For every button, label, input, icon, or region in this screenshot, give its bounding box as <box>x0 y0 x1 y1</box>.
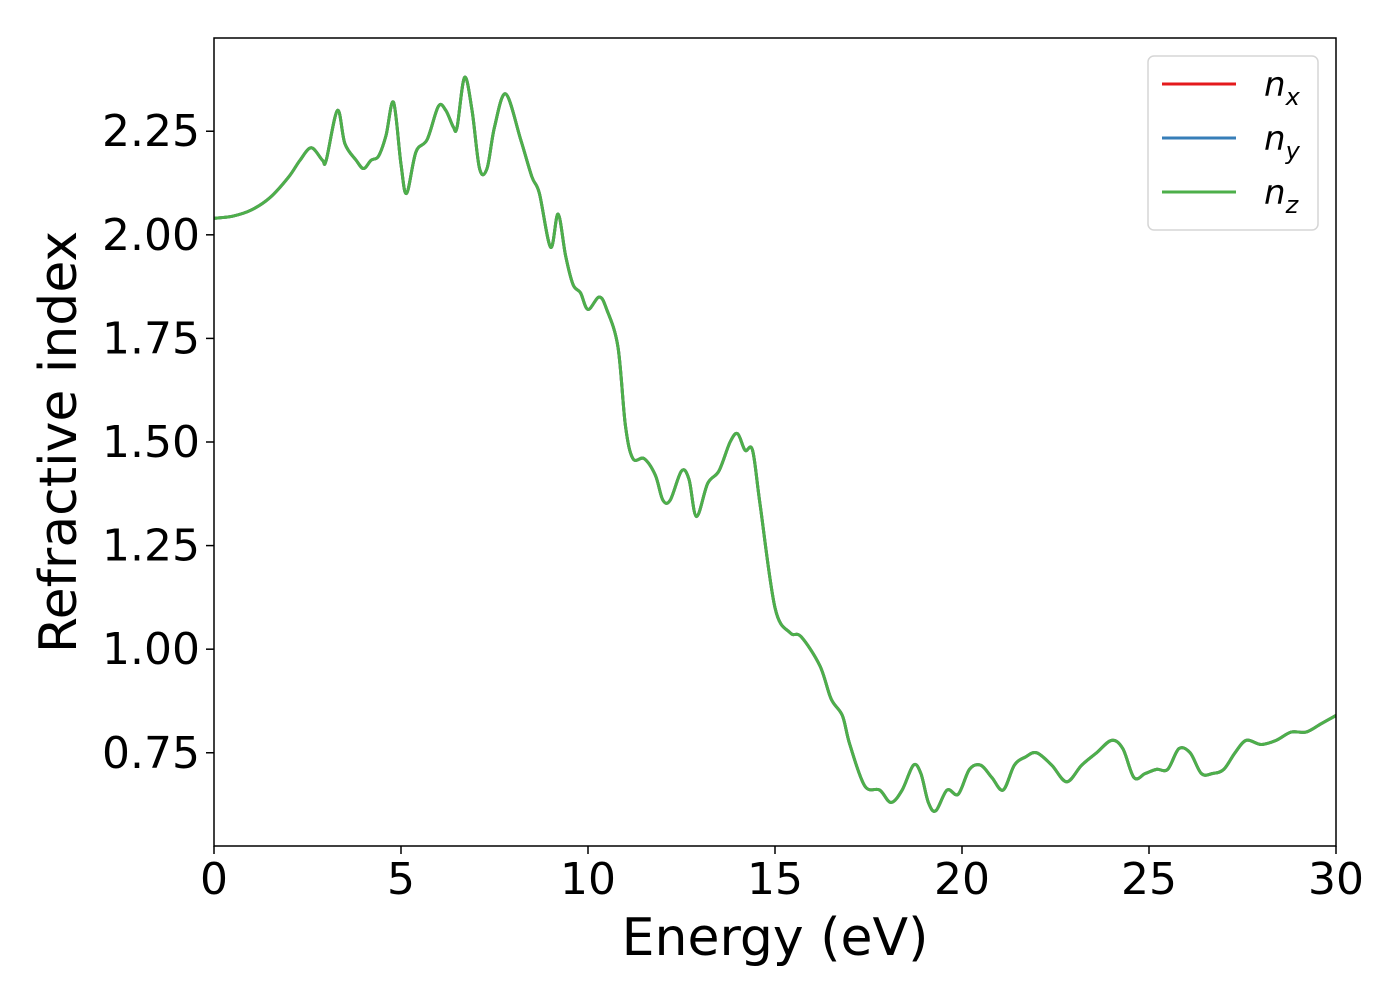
legend-label-nx: nx <box>1264 65 1301 111</box>
x-tick-label: 25 <box>1121 854 1177 905</box>
series-line-n-z <box>214 75 1336 813</box>
x-tick-label: 0 <box>200 854 228 905</box>
x-tick-label: 15 <box>747 854 803 905</box>
y-axis-ticks: 0.75 1.00 1.25 1.50 1.75 2.00 2.25 <box>102 106 214 779</box>
y-tick-label: 2.25 <box>102 106 200 157</box>
y-tick-label: 1.75 <box>102 313 200 364</box>
y-tick-label: 1.50 <box>102 417 200 468</box>
x-tick-label: 5 <box>387 854 415 905</box>
x-tick-label: 10 <box>560 854 616 905</box>
y-tick-label: 1.00 <box>102 624 200 675</box>
x-axis-ticks: 0 5 10 15 20 25 30 <box>200 846 1364 905</box>
y-tick-label: 2.00 <box>102 210 200 261</box>
legend-label-ny: ny <box>1264 119 1301 165</box>
series-layer <box>214 75 1336 813</box>
legend: nx ny nz <box>1147 55 1319 231</box>
x-tick-label: 20 <box>934 854 990 905</box>
y-axis-label: Refractive index <box>29 231 89 653</box>
legend-box <box>1147 55 1319 231</box>
legend-label-nz: nz <box>1264 173 1300 219</box>
x-axis-label: Energy (eV) <box>622 908 929 968</box>
y-tick-label: 1.25 <box>102 521 200 572</box>
x-tick-label: 30 <box>1308 854 1364 905</box>
y-tick-label: 0.75 <box>102 728 200 779</box>
